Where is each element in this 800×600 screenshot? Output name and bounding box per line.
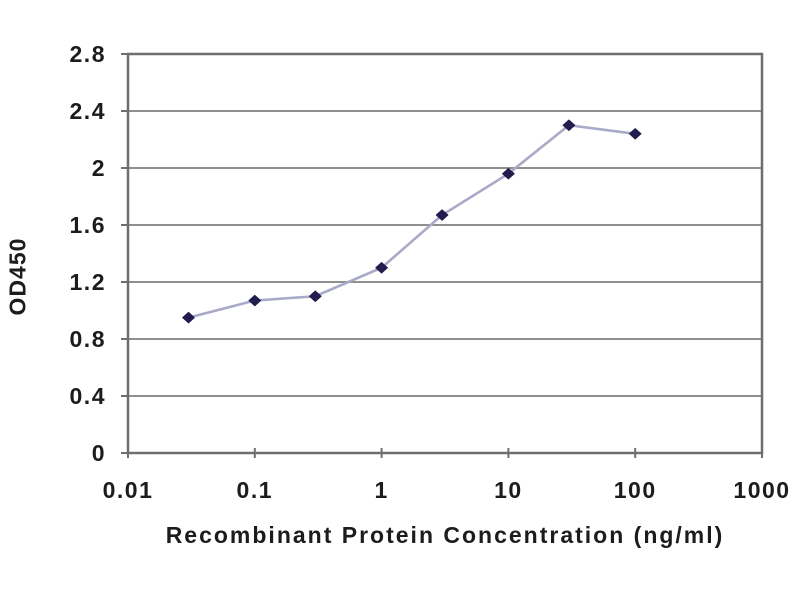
- y-tick-label: 1.2: [70, 269, 106, 295]
- data-point: [562, 119, 576, 131]
- data-point: [182, 311, 195, 324]
- plot-border: [126, 52, 764, 455]
- y-tick-label: 0.4: [70, 383, 106, 409]
- data-point: [435, 209, 449, 221]
- y-tick-label: 2: [92, 155, 106, 181]
- y-axis-title: OD450: [4, 237, 31, 316]
- data-point: [502, 168, 515, 180]
- y-tick-label: 2.4: [70, 98, 106, 124]
- y-tick-label: 0: [92, 440, 106, 466]
- data-point: [628, 128, 642, 140]
- y-tick-label: 1.6: [70, 212, 106, 238]
- x-tick-label: 0.1: [237, 477, 273, 503]
- x-tick-label: 1: [374, 477, 388, 503]
- series-line: [188, 123, 636, 319]
- y-tick-label: 2.8: [70, 41, 106, 67]
- x-axis-title: Recombinant Protein Concentration (ng/ml…: [165, 522, 725, 548]
- x-tick-label: 10: [494, 477, 523, 503]
- data-point: [248, 294, 262, 307]
- data-point: [308, 290, 322, 302]
- data-point: [375, 262, 388, 274]
- y-tick-label: 0.8: [70, 326, 106, 352]
- x-tick-label: 0.01: [103, 477, 154, 503]
- x-tick-label: 100: [614, 477, 657, 503]
- x-tick-label: 1000: [733, 477, 790, 503]
